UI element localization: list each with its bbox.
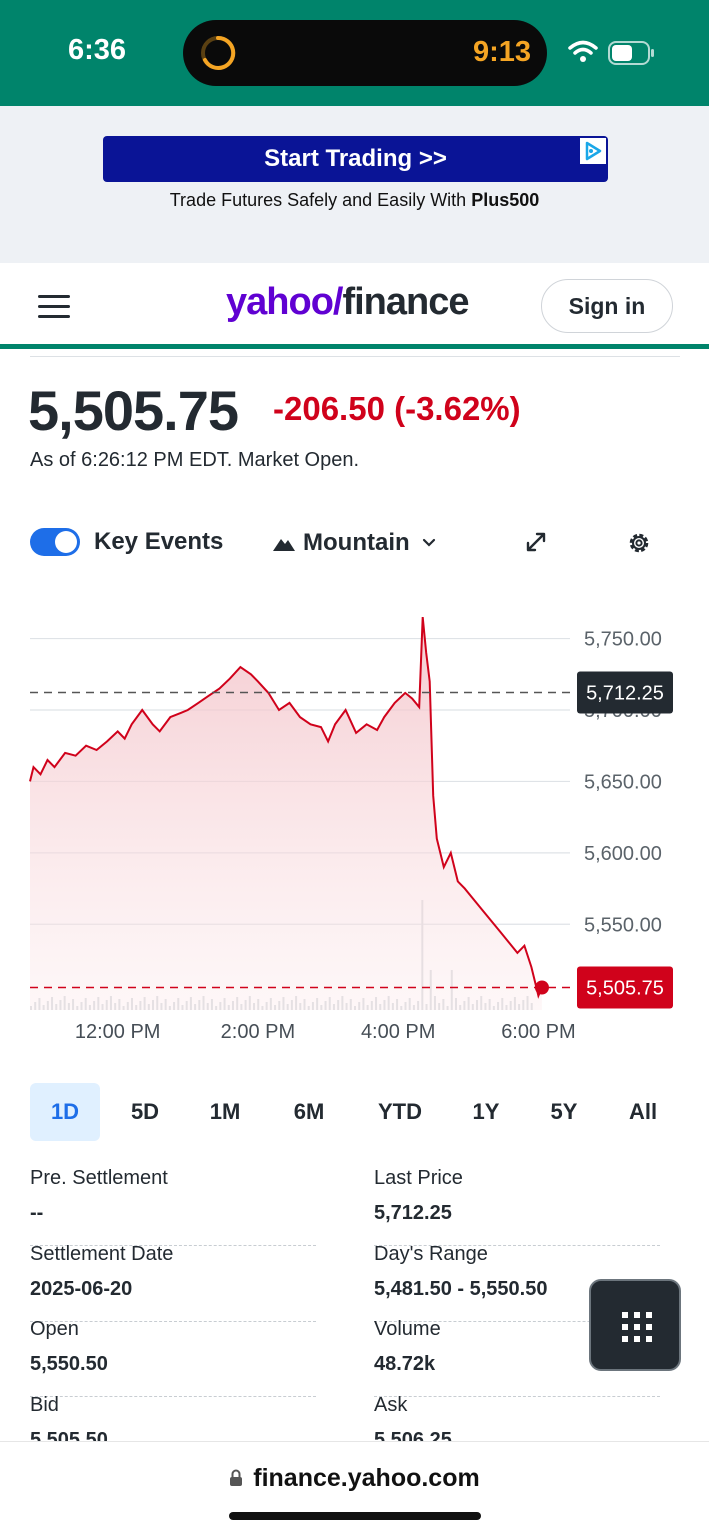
stat-label: Last Price xyxy=(374,1167,463,1189)
stat-label: Pre. Settlement xyxy=(30,1167,168,1189)
gear-icon[interactable] xyxy=(626,530,652,556)
logo-yahoo: yahoo xyxy=(226,281,334,323)
price-chart[interactable]: 5,750.005,700.005,650.005,600.005,550.00… xyxy=(0,590,709,1060)
dynamic-island: 9:13 xyxy=(183,20,547,86)
range-tab-6m[interactable]: 6M xyxy=(293,1099,325,1124)
status-bar: 6:36 9:13 xyxy=(0,0,709,106)
stat-last-price: Last Price 5,712.25 xyxy=(374,1167,660,1246)
stat-divider xyxy=(30,1245,316,1246)
range-tab-1m[interactable]: 1M xyxy=(209,1099,241,1124)
range-tab-1y[interactable]: 1Y xyxy=(472,1099,500,1124)
status-time: 6:36 xyxy=(68,34,127,66)
toggle-knob xyxy=(55,531,77,553)
price-badge xyxy=(577,671,673,714)
stat-label: Bid xyxy=(30,1393,59,1416)
ad-brand: Plus500 xyxy=(471,190,540,210)
key-events-label: Key Events xyxy=(94,528,224,555)
apps-grid-button[interactable] xyxy=(589,1279,681,1371)
x-tick-label: 4:00 PM xyxy=(361,1021,435,1043)
stat-value: 5,550.50 xyxy=(30,1353,108,1375)
browser-url-bar[interactable]: finance.yahoo.com xyxy=(0,1441,709,1536)
stat-divider xyxy=(374,1396,660,1397)
price-area-fill xyxy=(30,617,542,1010)
site-header: yahoo/finance Sign in xyxy=(0,263,709,347)
y-tick-label: 5,600.00 xyxy=(584,843,662,865)
url-display[interactable]: finance.yahoo.com xyxy=(0,1464,709,1493)
expand-icon[interactable] xyxy=(524,530,548,554)
current-price: 5,505.75 xyxy=(28,379,239,442)
stat-settlement-date: Settlement Date 2025-06-20 xyxy=(30,1242,316,1322)
range-tabs: 1D 5D 1M 6M YTD 1Y 5Y All xyxy=(30,1083,680,1141)
chevron-down-icon xyxy=(422,538,435,547)
chart-type-label: Mountain xyxy=(303,529,410,556)
x-tick-label: 12:00 PM xyxy=(75,1021,161,1043)
range-tab-5d[interactable]: 5D xyxy=(130,1099,160,1124)
price-line xyxy=(29,617,543,999)
hamburger-menu-icon[interactable] xyxy=(38,295,70,319)
stat-divider xyxy=(374,1320,660,1322)
price-badge xyxy=(577,966,673,1009)
url-text: finance.yahoo.com xyxy=(253,1464,480,1492)
stat-label: Ask xyxy=(374,1393,408,1416)
timer-ring-icon xyxy=(201,35,236,70)
stat-label: Day's Range xyxy=(374,1242,488,1265)
sign-in-button[interactable]: Sign in xyxy=(541,279,673,333)
wifi-icon xyxy=(568,40,598,62)
stat-value: 5,712.25 xyxy=(374,1202,452,1224)
last-price-dot xyxy=(534,980,549,995)
y-tick-label: 5,550.00 xyxy=(584,914,662,936)
battery-icon xyxy=(608,41,654,65)
adchoices-icon[interactable] xyxy=(580,138,606,164)
home-indicator[interactable] xyxy=(229,1512,481,1520)
price-badge-label: 5,712.25 xyxy=(586,683,664,705)
island-timer-text: 9:13 xyxy=(472,36,531,68)
range-tab-1d[interactable]: 1D xyxy=(30,1083,100,1141)
y-tick-label: 5,650.00 xyxy=(584,771,662,793)
stat-label: Settlement Date xyxy=(30,1242,174,1265)
quote-timestamp: As of 6:26:12 PM EDT. Market Open. xyxy=(30,449,360,471)
stat-volume: Volume 48.72k xyxy=(374,1318,660,1397)
x-tick-label: 6:00 PM xyxy=(501,1021,575,1043)
stat-value: 5,481.50 - 5,550.50 xyxy=(374,1277,548,1300)
header-accent-bar xyxy=(0,344,709,349)
chart-type-dropdown[interactable]: Mountain xyxy=(273,528,436,558)
stat-value: 48.72k xyxy=(374,1353,436,1375)
stat-value: 2025-06-20 xyxy=(30,1277,133,1300)
ad-tagline-text: Trade Futures Safely and Easily With xyxy=(169,190,472,210)
logo-slash: / xyxy=(332,281,344,323)
ad-banner: Start Trading >> Trade Futures Safely an… xyxy=(0,106,709,263)
range-tab-5y[interactable]: 5Y xyxy=(550,1099,578,1124)
y-tick-label: 5,750.00 xyxy=(584,629,662,651)
lock-icon xyxy=(230,1469,243,1486)
range-tab-ytd[interactable]: YTD xyxy=(378,1099,422,1124)
ad-tagline: Trade Futures Safely and Easily With Plu… xyxy=(0,190,709,211)
mountain-icon xyxy=(273,539,295,551)
yahoo-finance-logo[interactable]: yahoo/finance xyxy=(226,281,470,324)
stat-label: Open xyxy=(30,1318,79,1340)
stat-days-range: Day's Range 5,481.50 - 5,550.50 xyxy=(374,1242,660,1322)
price-change: -206.50 (-3.62%) xyxy=(273,390,521,427)
stat-divider xyxy=(30,1320,316,1322)
stat-divider xyxy=(374,1245,660,1246)
divider xyxy=(30,356,680,357)
price-badge-label: 5,505.75 xyxy=(586,978,664,1000)
stat-value: -- xyxy=(30,1202,44,1224)
stat-open: Open 5,550.50 xyxy=(30,1318,316,1397)
stat-label: Volume xyxy=(374,1318,441,1340)
x-tick-label: 2:00 PM xyxy=(221,1021,295,1043)
ad-button-label: Start Trading >> xyxy=(264,145,447,172)
start-trading-ad-button[interactable]: Start Trading >> xyxy=(103,136,608,182)
stat-pre-settlement: Pre. Settlement -- xyxy=(30,1167,316,1246)
grid-icon xyxy=(622,1312,652,1342)
range-tab-all[interactable]: All xyxy=(628,1099,658,1124)
logo-finance: finance xyxy=(342,281,469,323)
stat-divider xyxy=(30,1396,316,1397)
key-events-toggle[interactable] xyxy=(30,528,80,556)
